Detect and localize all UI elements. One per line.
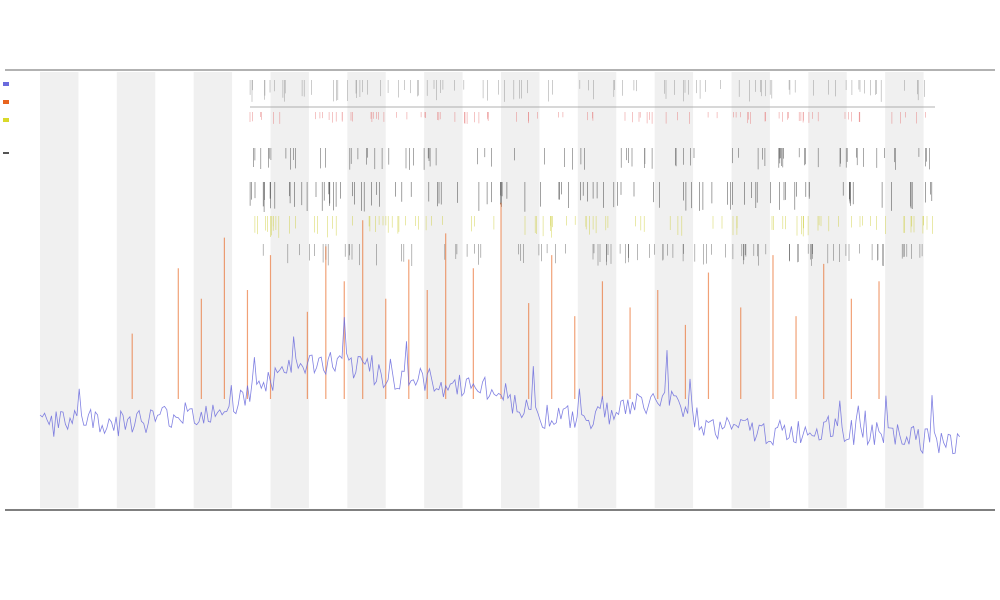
band [347,72,386,508]
band [885,72,924,508]
band [731,72,770,508]
series-lines [39,317,961,455]
legend-swatch-2 [3,100,9,104]
spike-marks [131,202,880,399]
band [654,72,694,508]
band [270,72,309,508]
background-bands [40,72,924,508]
legend-swatch-1 [3,82,9,86]
event-ticks [249,80,935,266]
legend [3,82,9,154]
band [116,72,156,508]
series-line-0 [39,317,961,455]
band [501,72,540,508]
band [808,72,847,508]
band [424,72,463,508]
band [577,72,617,508]
band [193,72,233,508]
legend-swatch-3 [3,118,9,122]
band [40,72,79,508]
legend-swatch-4 [3,152,9,154]
